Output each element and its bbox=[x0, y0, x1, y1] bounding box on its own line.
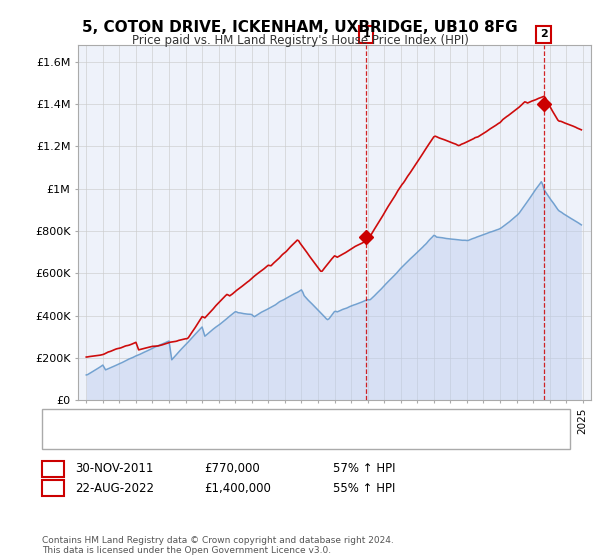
Text: 1: 1 bbox=[362, 29, 370, 39]
Text: 1: 1 bbox=[49, 462, 57, 475]
Text: 5, COTON DRIVE, ICKENHAM, UXBRIDGE, UB10 8FG (detached house): 5, COTON DRIVE, ICKENHAM, UXBRIDGE, UB10… bbox=[74, 416, 437, 426]
Text: 2: 2 bbox=[49, 482, 57, 495]
Text: HPI: Average price, detached house, Hillingdon: HPI: Average price, detached house, Hill… bbox=[74, 432, 320, 442]
Text: £1,400,000: £1,400,000 bbox=[204, 482, 271, 495]
Text: 55% ↑ HPI: 55% ↑ HPI bbox=[333, 482, 395, 495]
Text: 22-AUG-2022: 22-AUG-2022 bbox=[75, 482, 154, 495]
Text: 30-NOV-2011: 30-NOV-2011 bbox=[75, 462, 154, 475]
Text: £770,000: £770,000 bbox=[204, 462, 260, 475]
Text: 2: 2 bbox=[540, 29, 548, 39]
Text: 57% ↑ HPI: 57% ↑ HPI bbox=[333, 462, 395, 475]
Text: Price paid vs. HM Land Registry's House Price Index (HPI): Price paid vs. HM Land Registry's House … bbox=[131, 34, 469, 46]
Text: 5, COTON DRIVE, ICKENHAM, UXBRIDGE, UB10 8FG: 5, COTON DRIVE, ICKENHAM, UXBRIDGE, UB10… bbox=[82, 20, 518, 35]
Text: Contains HM Land Registry data © Crown copyright and database right 2024.
This d: Contains HM Land Registry data © Crown c… bbox=[42, 536, 394, 556]
